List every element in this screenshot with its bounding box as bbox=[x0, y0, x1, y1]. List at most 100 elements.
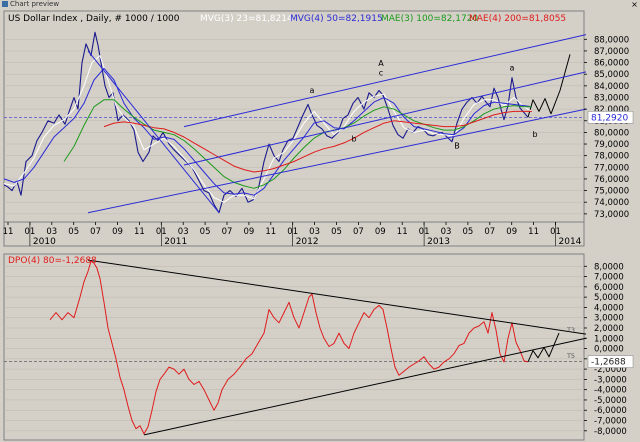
x-month-label: 05 bbox=[331, 227, 342, 237]
mvg3-label: MVG(3) 23=81,8214 bbox=[200, 14, 293, 24]
x-month-label: 03 bbox=[46, 227, 57, 237]
x-axis-strip bbox=[3, 221, 585, 247]
close-button[interactable]: × bbox=[631, 0, 638, 9]
y-tick-label: -8,0000 bbox=[594, 427, 627, 437]
y-tick-label: 79,0000 bbox=[594, 140, 629, 150]
series-us-dollar-index bbox=[3, 31, 529, 214]
y-tick-label: -6,0000 bbox=[594, 406, 627, 416]
y-tick-label: 5,0000 bbox=[594, 293, 624, 303]
y-tick-label: 73,0000 bbox=[594, 210, 629, 220]
annotation-label: A bbox=[378, 59, 384, 68]
symbol-label: US Dollar Index , Daily, # 1000 / 1000 bbox=[8, 14, 180, 24]
x-month-label: 03 bbox=[178, 227, 189, 237]
y-tick-label: 8,0000 bbox=[594, 262, 624, 272]
price-panel: US Dollar Index , Daily, # 1000 / 1000 M… bbox=[3, 10, 634, 223]
y-tick-label: 82,0000 bbox=[594, 105, 629, 115]
mae3-label: MAE(3) 100=82,1720 bbox=[381, 14, 478, 24]
dpo-panel: T3 T5 8,00007,00006,00005,00004,00003,000… bbox=[3, 253, 634, 441]
x-year-label: 2014 bbox=[559, 237, 582, 247]
annotation-label: B bbox=[454, 142, 460, 151]
x-month-label: 05 bbox=[68, 227, 79, 237]
x-month-label: 05 bbox=[462, 227, 473, 237]
series-mae-3-100 bbox=[63, 99, 532, 189]
series-channel-upper bbox=[183, 34, 587, 128]
series-wedge-line bbox=[87, 50, 220, 214]
y-tick-label: 6,0000 bbox=[594, 283, 624, 293]
y-tick-label: 85,0000 bbox=[594, 70, 629, 80]
x-year-label: 2011 bbox=[164, 237, 187, 247]
mvg4-label: MVG(4) 50=82,1915 bbox=[290, 14, 383, 24]
y-tick-label: -3,0000 bbox=[594, 375, 627, 385]
y-tick-label: 80,0000 bbox=[594, 128, 629, 138]
y-tick-label: 84,0000 bbox=[594, 82, 629, 92]
x-month-label: 07 bbox=[484, 227, 495, 237]
y-tick-label: 2,0000 bbox=[594, 324, 624, 334]
series-mae-4-200 bbox=[103, 110, 532, 173]
annotation-label: a bbox=[510, 64, 515, 73]
y-tick-label: -5,0000 bbox=[594, 396, 627, 406]
series-channel-middle bbox=[183, 71, 587, 166]
series-lower-trend bbox=[143, 337, 587, 436]
y-tick-label: 74,0000 bbox=[594, 198, 629, 208]
y-tick-label: 3,0000 bbox=[594, 314, 624, 324]
dpo-label: DPO(4) 80=-1,2688 bbox=[8, 256, 97, 266]
window-titlebar: Chart preview × bbox=[0, 0, 640, 9]
annotation-label: a bbox=[310, 86, 315, 95]
x-month-label: 07 bbox=[222, 227, 233, 237]
annotation-label: b bbox=[351, 135, 356, 144]
x-month-label: 11 bbox=[134, 227, 145, 237]
chart-area: US Dollar Index , Daily, # 1000 / 1000 M… bbox=[3, 10, 634, 441]
y-tick-label: -4,0000 bbox=[594, 386, 627, 396]
x-month-label: 11 bbox=[528, 227, 539, 237]
y-tick-label: 0,0000 bbox=[594, 345, 624, 355]
price-plot-area bbox=[3, 10, 585, 223]
x-month-label: 11 bbox=[397, 227, 408, 237]
x-year-label: 2012 bbox=[296, 237, 319, 247]
x-month-label: 09 bbox=[112, 227, 123, 237]
app-icon bbox=[2, 1, 8, 7]
annotation-label: c bbox=[379, 68, 383, 77]
annotation-label: T5 bbox=[566, 352, 575, 360]
x-month-label: 09 bbox=[506, 227, 517, 237]
y-tick-label: -2,0000 bbox=[594, 365, 627, 375]
mae4-label: MAE(4) 200=81,8055 bbox=[469, 14, 566, 24]
y-tick-label: 83,0000 bbox=[594, 93, 629, 103]
x-month-label: 07 bbox=[90, 227, 101, 237]
y-tick-label: 75,0000 bbox=[594, 187, 629, 197]
x-month-label: 05 bbox=[200, 227, 211, 237]
y-tick-label: 1,0000 bbox=[594, 334, 624, 344]
y-tick-label: 87,0000 bbox=[594, 47, 629, 57]
x-axis: 11 01 03 05 07 09 11 01 03 05 07 09 11 01 03 05 07 09 11 01… bbox=[3, 221, 585, 247]
window-title: Chart preview bbox=[10, 0, 60, 8]
series-channel-lower bbox=[87, 108, 587, 214]
y-tick-label: -7,0000 bbox=[594, 417, 627, 427]
y-tick-label: 4,0000 bbox=[594, 303, 624, 313]
annotation-label: T3 bbox=[566, 326, 575, 334]
y-tick-label: 7,0000 bbox=[594, 273, 624, 283]
x-month-label: 03 bbox=[309, 227, 320, 237]
x-month-label: 11 bbox=[3, 227, 14, 237]
current-value-box bbox=[587, 111, 634, 124]
series-projection bbox=[527, 54, 571, 118]
dpo-plot-area bbox=[3, 253, 585, 441]
current-value-box bbox=[587, 355, 634, 368]
x-month-label: 11 bbox=[265, 227, 276, 237]
x-month-label: 09 bbox=[243, 227, 254, 237]
x-month-label: 03 bbox=[441, 227, 452, 237]
current-value-label: -1,2688 bbox=[591, 358, 626, 368]
series-mvg-3-23 bbox=[3, 55, 533, 203]
y-tick-label: 76,0000 bbox=[594, 175, 629, 185]
series-projection bbox=[527, 332, 560, 363]
x-month-label: 07 bbox=[353, 227, 364, 237]
annotation-label: b bbox=[532, 130, 537, 139]
current-value-label: 81,2920 bbox=[591, 113, 628, 123]
x-year-label: 2013 bbox=[427, 237, 450, 247]
y-tick-label: 86,0000 bbox=[594, 59, 629, 69]
y-tick-label: 88,0000 bbox=[594, 35, 629, 45]
y-tick-label: 78,0000 bbox=[594, 152, 629, 162]
series-upper-trend bbox=[87, 259, 587, 335]
y-tick-label: 77,0000 bbox=[594, 163, 629, 173]
x-month-label: 09 bbox=[375, 227, 386, 237]
x-year-label: 2010 bbox=[33, 237, 56, 247]
series-dpo-4-80 bbox=[49, 260, 529, 435]
